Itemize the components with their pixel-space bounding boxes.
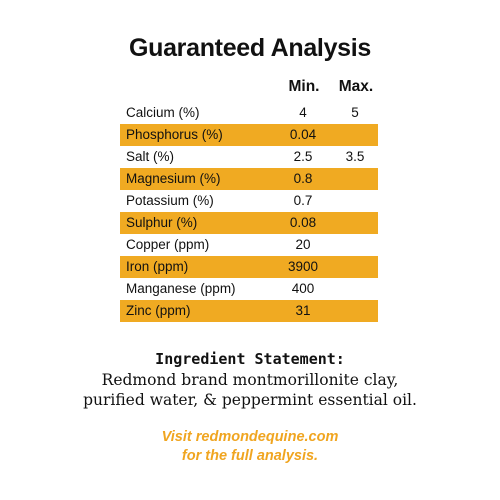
table-row-magnesium: Magnesium (%) 0.8: [120, 168, 378, 190]
footer-link-text: Visit redmondequine.com: [161, 429, 339, 445]
row-min-value: 0.08: [289, 215, 317, 230]
row-label: Salt (%): [126, 149, 175, 164]
row-label: Zinc (ppm): [126, 303, 191, 318]
table-row-manganese: Manganese (ppm) 400: [120, 278, 378, 300]
table-row-zinc: Zinc (ppm) 31: [120, 300, 378, 322]
row-label: Phosphorus (%): [126, 127, 223, 142]
row-label: Potassium (%): [126, 193, 214, 208]
ingredient-text-line2: purified water, & peppermint essential o…: [83, 391, 417, 409]
table-row-sulphur: Sulphur (%) 0.08: [120, 212, 378, 234]
row-label: Calcium (%): [126, 105, 200, 120]
row-label: Sulphur (%): [126, 215, 198, 230]
row-min-value: 0.8: [293, 171, 313, 186]
column-header-min: Min.: [288, 78, 320, 95]
table-row-phosphorus: Phosphorus (%) 0.04: [120, 124, 378, 146]
row-max-value: 5: [351, 105, 359, 120]
page-title: Guaranteed Analysis: [128, 34, 372, 62]
row-max-value: 3.5: [345, 149, 365, 164]
table-row-salt: Salt (%) 2.5 3.5: [120, 146, 378, 168]
row-min-value: 31: [295, 303, 311, 318]
row-label: Manganese (ppm): [126, 281, 236, 296]
ingredient-text-line1: Redmond brand montmorillonite clay,: [101, 371, 399, 389]
table-row-iron: Iron (ppm) 3900: [120, 256, 378, 278]
row-min-value: 0.7: [293, 193, 313, 208]
table-row-potassium: Potassium (%) 0.7: [120, 190, 378, 212]
table-row-calcium: Calcium (%) 4 5: [120, 102, 378, 124]
row-min-value: 2.5: [293, 149, 313, 164]
row-min-value: 3900: [287, 259, 319, 274]
row-label: Iron (ppm): [126, 259, 189, 274]
table-row-copper: Copper (ppm) 20: [120, 234, 378, 256]
row-min-value: 400: [291, 281, 315, 296]
row-min-value: 0.04: [289, 127, 317, 142]
ingredient-heading: Ingredient Statement:: [155, 350, 345, 368]
footer-note-text: for the full analysis.: [181, 448, 319, 464]
row-min-value: 4: [299, 105, 307, 120]
row-min-value: 20: [295, 237, 311, 252]
row-label: Magnesium (%): [126, 171, 221, 186]
row-label: Copper (ppm): [126, 237, 210, 252]
analysis-table: Calcium (%) 4 5 Phosphorus (%) 0.04 Salt…: [120, 102, 378, 322]
column-header-max: Max.: [338, 78, 374, 95]
